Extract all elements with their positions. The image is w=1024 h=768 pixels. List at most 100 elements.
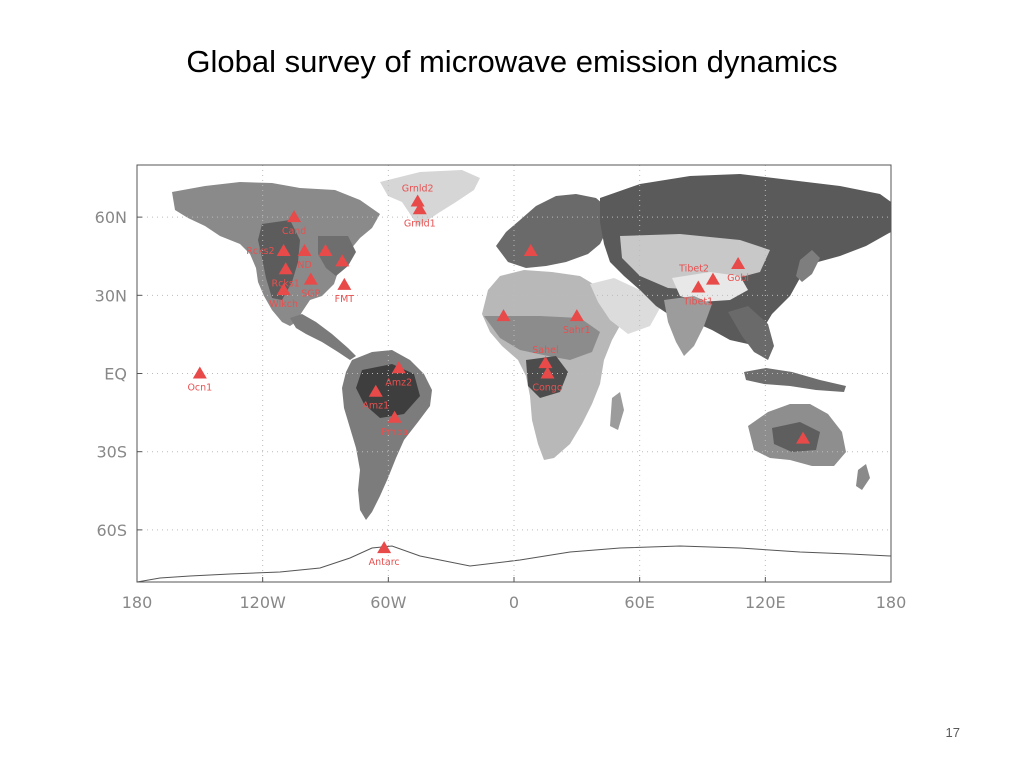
site-marker: FMT	[335, 277, 355, 305]
site-marker-triangle	[540, 366, 555, 379]
landmass-new-zealand	[856, 464, 870, 490]
site-marker-triangle	[569, 309, 584, 322]
y-tick-label: 60S	[96, 521, 127, 540]
site-marker-label: Grnld1	[404, 218, 436, 229]
landmass-australia-interior	[772, 422, 820, 452]
site-marker: Rcks2	[246, 244, 291, 257]
site-marker: Sahel	[532, 345, 559, 369]
site-marker-label: Sahel	[532, 345, 558, 356]
x-axis-tick-labels: 180 120W 60W 0 60E 120E 180	[122, 577, 907, 612]
x-tick-label: 60E	[624, 593, 654, 612]
x-tick-label: 180	[876, 593, 907, 612]
site-marker-triangle	[368, 384, 383, 397]
site-marker: Rcks1	[272, 262, 300, 289]
site-marker-triangle	[691, 280, 706, 293]
site-marker-triangle	[278, 262, 293, 275]
site-marker: Tibet1	[682, 280, 713, 307]
site-marker-label: ND	[297, 260, 311, 271]
site-marker: Grnld2	[402, 183, 434, 207]
site-marker-label: Amz2	[385, 377, 412, 388]
x-tick-label: 180	[122, 593, 153, 612]
site-marker: Amz2	[385, 361, 412, 388]
landmass-southeast-asia	[728, 306, 774, 360]
site-marker-triangle	[377, 541, 392, 554]
x-tick-label: 120E	[745, 593, 786, 612]
site-marker-label: SGP	[301, 289, 320, 300]
landmasses	[137, 170, 891, 582]
landmass-antarctica	[137, 545, 891, 582]
site-marker: Wlkch	[269, 283, 298, 310]
map-grid	[137, 165, 891, 582]
site-marker-triangle	[796, 431, 811, 444]
x-tick-label: 120W	[239, 593, 286, 612]
landmass-sahara-margin	[484, 316, 600, 360]
landmass-japan	[796, 250, 820, 282]
x-tick-label: 60W	[370, 593, 406, 612]
site-marker	[318, 244, 333, 257]
site-marker-triangle	[538, 356, 553, 369]
y-tick-label: 60N	[95, 208, 127, 227]
site-marker-triangle	[731, 257, 746, 270]
site-marker: Grnld1	[404, 202, 436, 229]
y-tick-label: 30S	[96, 443, 127, 462]
site-marker	[335, 254, 350, 267]
site-marker-triangle	[287, 210, 302, 223]
site-marker	[796, 431, 811, 444]
site-marker-label: Gobi	[727, 273, 749, 284]
site-marker-triangle	[335, 254, 350, 267]
site-marker: Amz1	[362, 384, 389, 412]
site-marker: Cand	[282, 210, 307, 237]
site-marker-triangle	[410, 194, 425, 207]
site-marker-label: Rcks1	[272, 278, 300, 289]
landmass-india	[664, 296, 712, 356]
site-marker-label: FMT	[335, 294, 355, 305]
site-marker-triangle	[412, 202, 427, 215]
site-marker-label: Pmpa	[381, 427, 408, 438]
slide-number: 17	[945, 725, 960, 740]
site-marker-label: Amz1	[362, 401, 389, 412]
site-marker: SGP	[301, 272, 321, 300]
landmass-greenland	[380, 170, 480, 226]
site-marker-label: Wlkch	[269, 299, 298, 310]
site-marker-label: Rcks2	[246, 246, 274, 257]
site-marker	[523, 244, 538, 257]
site-marker-triangle	[303, 272, 318, 285]
site-marker-label: Antarc	[369, 557, 400, 568]
site-marker-label: Grnld2	[402, 183, 434, 194]
site-marker-triangle	[276, 283, 291, 296]
site-marker-triangle	[705, 272, 720, 285]
site-marker-label: Sahr1	[563, 325, 591, 336]
slide-title: Global survey of microwave emission dyna…	[186, 44, 838, 79]
site-marker-triangle	[496, 309, 511, 322]
site-marker-triangle	[297, 244, 312, 257]
site-marker-label: Tibet2	[678, 264, 709, 275]
site-marker-triangle	[387, 410, 402, 423]
site-marker-triangle	[391, 361, 406, 374]
site-marker: Gobi	[727, 257, 749, 284]
landmass-europe	[496, 194, 610, 268]
site-marker: Pmpa	[381, 410, 408, 438]
site-marker	[496, 309, 511, 322]
site-marker-label: Cand	[282, 226, 307, 237]
landmass-tibet	[672, 272, 748, 302]
site-marker: Tibet2	[678, 264, 720, 285]
site-marker-label: Tibet1	[682, 296, 713, 307]
landmass-arabia	[590, 278, 660, 334]
y-axis-tick-labels: 60N 30N EQ 30S 60S	[95, 208, 142, 540]
site-marker: ND	[297, 244, 312, 271]
site-marker: Ocn1	[187, 366, 212, 394]
site-marker-label: Congo	[532, 383, 562, 394]
landmass-north-america-highlands	[258, 220, 300, 300]
site-marker-triangle	[318, 244, 333, 257]
landmass-indonesia	[744, 368, 846, 392]
landmass-central-america	[290, 314, 356, 360]
site-marker-triangle	[276, 244, 291, 257]
site-marker: Congo	[532, 366, 563, 394]
landmass-madagascar	[610, 392, 624, 430]
site-marker-label: Ocn1	[187, 383, 212, 394]
site-marker: Sahr1	[563, 309, 591, 336]
site-marker-triangle	[523, 244, 538, 257]
y-tick-label: EQ	[104, 365, 127, 384]
